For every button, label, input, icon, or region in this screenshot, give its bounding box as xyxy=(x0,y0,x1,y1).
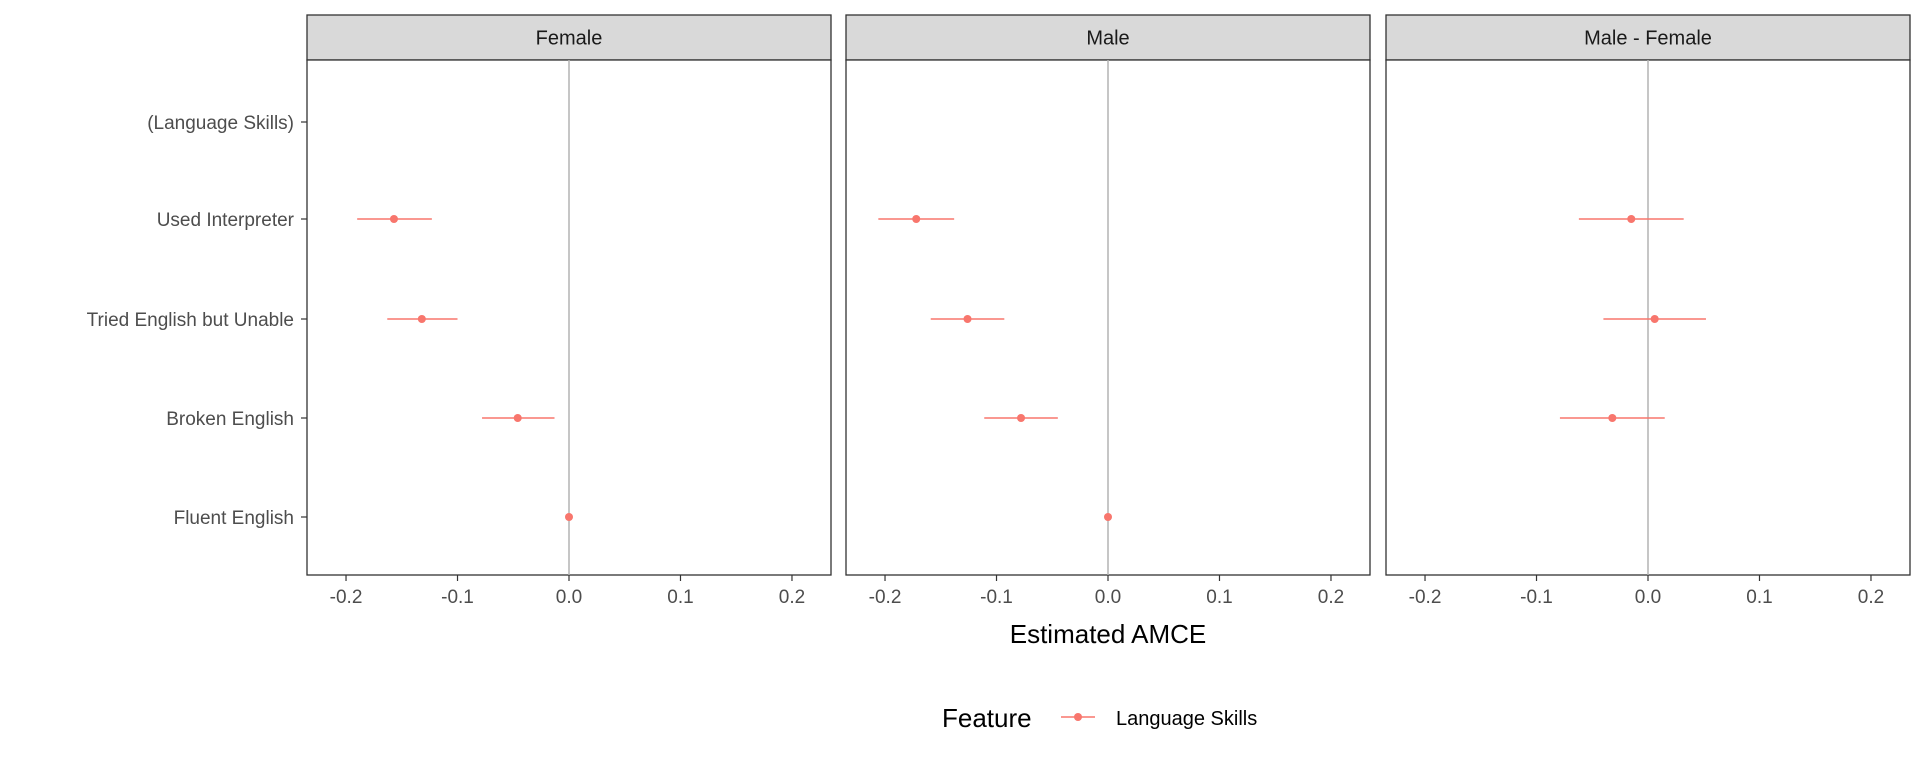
estimate-point xyxy=(1017,414,1026,422)
x-tick-label: -0.2 xyxy=(869,587,902,608)
panels: Female -0.2 -0.1 0.0 0.1 0.2 Male -0.2 -0.1 0.0 0.… xyxy=(306,14,1911,608)
legend: Feature Language Skills xyxy=(942,703,1257,733)
facet-strip xyxy=(306,14,832,61)
estimate-point xyxy=(513,414,522,422)
x-tick-label: -0.1 xyxy=(441,587,474,608)
x-tick-label: 0.1 xyxy=(1746,587,1772,608)
x-axis-title: Estimated AMCE xyxy=(1010,619,1207,649)
panel-1: Female -0.2 -0.1 0.0 0.1 0.2 xyxy=(306,14,832,608)
panel-2: Male -0.2 -0.1 0.0 0.1 0.2 xyxy=(845,14,1371,608)
estimate-point xyxy=(963,315,972,323)
x-tick-label: 0.0 xyxy=(1635,587,1661,608)
estimate-point xyxy=(1104,513,1112,521)
facet-label: Male - Female xyxy=(1584,28,1712,50)
x-tick-label: 0.0 xyxy=(556,587,582,608)
x-tick-label: 0.1 xyxy=(1206,587,1232,608)
y-tick-label: Broken English xyxy=(166,409,294,430)
x-tick-label: -0.1 xyxy=(1520,587,1553,608)
y-axis: (Language Skills) Used Interpreter Tried E… xyxy=(87,113,307,529)
x-tick-label: -0.1 xyxy=(980,587,1013,608)
x-tick-label: 0.2 xyxy=(779,587,805,608)
legend-key-point xyxy=(1074,713,1082,721)
estimate-point xyxy=(1627,215,1636,223)
legend-title: Feature xyxy=(942,703,1032,733)
x-tick-label: -0.2 xyxy=(1409,587,1442,608)
panel-3: Male - Female -0.2 -0.1 0.0 0.1 0.2 xyxy=(1385,14,1911,608)
estimate-point xyxy=(417,315,426,323)
x-tick-label: -0.2 xyxy=(330,587,363,608)
facet-label: Female xyxy=(536,28,603,50)
x-tick-label: 0.2 xyxy=(1858,587,1884,608)
y-tick-label: Used Interpreter xyxy=(157,210,295,231)
estimate-point xyxy=(912,215,921,223)
y-tick-label: Tried English but Unable xyxy=(87,310,294,331)
estimate-point xyxy=(1650,315,1659,323)
estimate-point xyxy=(1608,414,1617,422)
x-tick-label: 0.1 xyxy=(667,587,693,608)
estimate-point xyxy=(565,513,573,521)
y-tick-label: Fluent English xyxy=(174,508,294,529)
facet-label: Male xyxy=(1086,28,1129,50)
x-tick-label: 0.2 xyxy=(1318,587,1344,608)
estimate-point xyxy=(389,215,398,223)
x-tick-label: 0.0 xyxy=(1095,587,1121,608)
facet-strip xyxy=(1385,14,1911,61)
y-tick-label: (Language Skills) xyxy=(147,113,294,134)
legend-label: Language Skills xyxy=(1116,708,1257,730)
